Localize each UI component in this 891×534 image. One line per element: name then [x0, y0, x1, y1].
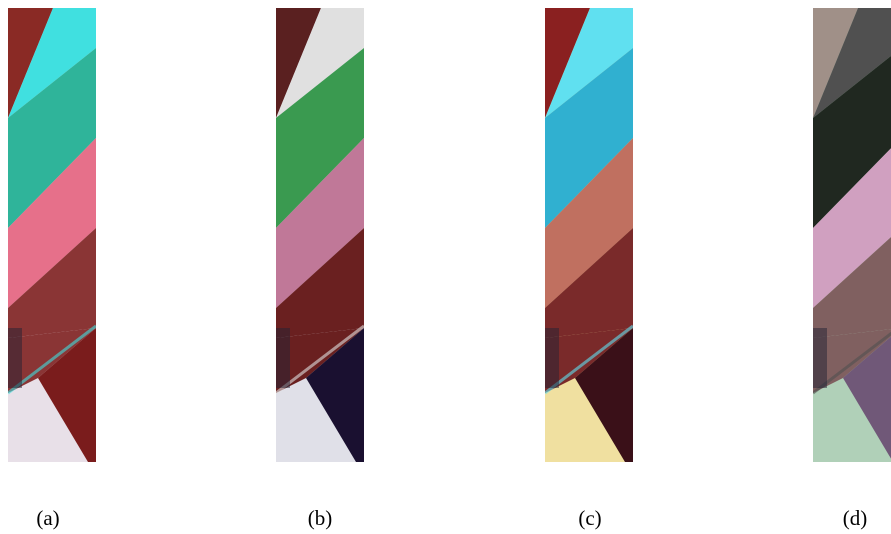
image-c [545, 8, 633, 462]
caption: (a) [36, 506, 59, 530]
caption: (d) [843, 506, 868, 530]
caption: (b) [308, 506, 333, 530]
image-b [276, 8, 364, 462]
caption: (c) [578, 506, 601, 530]
image-a [8, 8, 96, 462]
image-d [813, 8, 891, 462]
figure: (a) (b) (c) (d) [0, 0, 891, 534]
